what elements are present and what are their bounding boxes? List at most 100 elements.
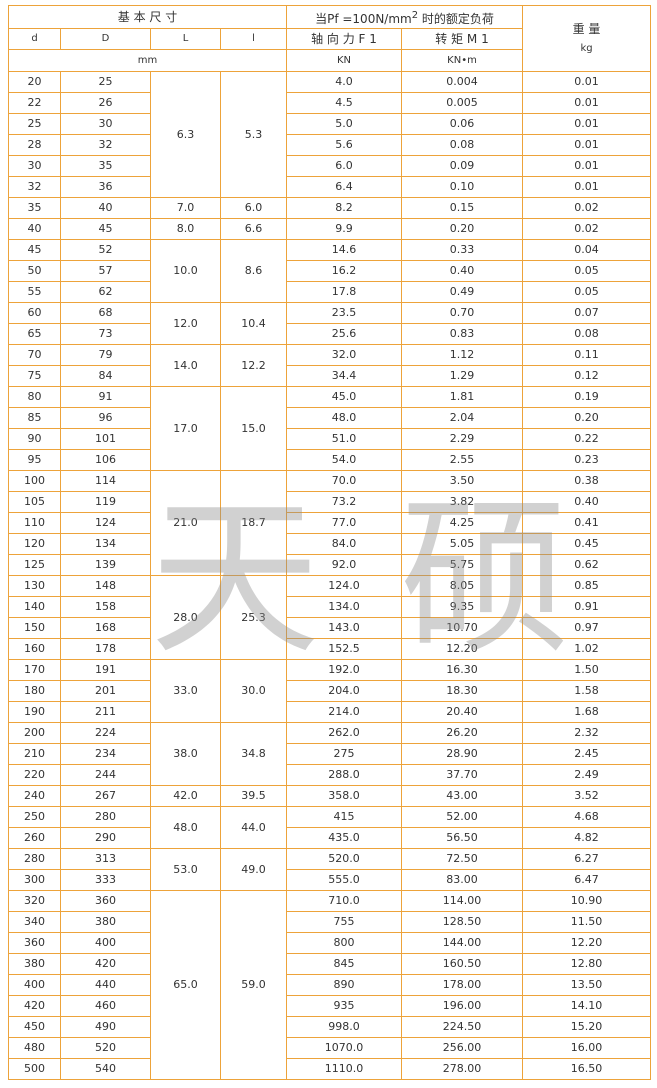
- weight: 0.01: [522, 113, 652, 135]
- big-d: 360: [60, 890, 151, 912]
- weight: 10.90: [522, 890, 652, 912]
- weight: 0.05: [522, 260, 652, 282]
- torque: 9.35: [401, 596, 524, 618]
- force: 8.2: [286, 197, 403, 219]
- big-d: 106: [60, 449, 151, 471]
- force: 4.5: [286, 92, 403, 114]
- col-header: 转 矩 M 1: [401, 28, 524, 50]
- torque: 52.00: [401, 806, 524, 828]
- weight: 0.02: [522, 197, 652, 219]
- torque: 26.20: [401, 722, 524, 744]
- d: 160: [8, 638, 61, 660]
- weight: 12.80: [522, 953, 652, 975]
- d: 420: [8, 995, 61, 1017]
- weight: 0.20: [522, 407, 652, 429]
- weight: 0.85: [522, 575, 652, 597]
- force-unit: KN: [286, 49, 403, 72]
- length-l-big: 21.0: [150, 470, 221, 576]
- weight: 4.68: [522, 806, 652, 828]
- table-row: 200 224 38.0 34.8 262.0 26.20 2.32: [8, 722, 652, 786]
- weight: 0.19: [522, 386, 652, 408]
- weight: 2.49: [522, 764, 652, 786]
- big-d: 84: [60, 365, 151, 387]
- torque: 0.004: [401, 71, 524, 93]
- big-d: 520: [60, 1037, 151, 1059]
- big-d: 91: [60, 386, 151, 408]
- weight: 0.11: [522, 344, 652, 366]
- weight: 1.02: [522, 638, 652, 660]
- force: 48.0: [286, 407, 403, 429]
- d: 360: [8, 932, 61, 954]
- force: 415: [286, 806, 403, 828]
- big-d: 73: [60, 323, 151, 345]
- force: 25.6: [286, 323, 403, 345]
- d: 30: [8, 155, 61, 177]
- big-d: 440: [60, 974, 151, 996]
- weight: 0.01: [522, 134, 652, 156]
- table-row: 120 134 84.0 5.05 0.45: [8, 533, 652, 555]
- col-header: L: [150, 28, 221, 50]
- torque: 3.82: [401, 491, 524, 513]
- weight: 0.97: [522, 617, 652, 639]
- size-unit: mm: [7, 49, 288, 72]
- big-d: 540: [60, 1058, 151, 1080]
- d: 200: [8, 722, 61, 744]
- table-row: 300 333 555.0 83.00 6.47: [8, 869, 652, 891]
- length-l-big: 38.0: [150, 722, 221, 786]
- big-d: 168: [60, 617, 151, 639]
- big-d: 26: [60, 92, 151, 114]
- force: 23.5: [286, 302, 403, 324]
- table-row: 450 490 998.0 224.50 15.20: [8, 1016, 652, 1038]
- weight: 0.38: [522, 470, 652, 492]
- length-l: 5.3: [219, 71, 288, 198]
- force: 17.8: [286, 281, 403, 303]
- table-row: 90 101 51.0 2.29 0.22: [8, 428, 652, 450]
- d: 500: [8, 1058, 61, 1080]
- torque: 0.10: [401, 176, 524, 198]
- big-d: 178: [60, 638, 151, 660]
- torque: 5.75: [401, 554, 524, 576]
- table-row: 220 244 288.0 37.70 2.49: [8, 764, 652, 786]
- big-d: 57: [60, 260, 151, 282]
- d: 70: [8, 344, 61, 366]
- table-row: 500 540 1110.0 278.00 16.50: [8, 1058, 652, 1080]
- length-l-big: 6.3: [150, 71, 221, 198]
- col-header: l: [219, 28, 288, 50]
- big-d: 119: [60, 491, 151, 513]
- force: 998.0: [286, 1016, 403, 1038]
- big-d: 460: [60, 995, 151, 1017]
- table-row: 28 32 5.6 0.08 0.01: [8, 134, 652, 156]
- col-header: d: [8, 28, 61, 50]
- col-header: 轴 向 力 F 1: [286, 28, 403, 50]
- force: 845: [286, 953, 403, 975]
- d: 65: [8, 323, 61, 345]
- d: 95: [8, 449, 61, 471]
- table-row: 340 380 755 128.50 11.50: [8, 911, 652, 933]
- d: 45: [8, 239, 61, 261]
- big-d: 148: [60, 575, 151, 597]
- length-l: 49.0: [219, 848, 288, 891]
- torque: 12.20: [401, 638, 524, 660]
- force: 152.5: [286, 638, 403, 660]
- weight: 2.45: [522, 743, 652, 765]
- length-l-big: 28.0: [150, 575, 221, 660]
- torque: 37.70: [401, 764, 524, 786]
- d: 130: [8, 575, 61, 597]
- big-d: 234: [60, 743, 151, 765]
- force: 6.0: [286, 155, 403, 177]
- table-row: 150 168 143.0 10.70 0.97: [8, 617, 652, 639]
- torque: 3.50: [401, 470, 524, 492]
- length-l-big: 12.0: [150, 302, 221, 345]
- big-d: 400: [60, 932, 151, 954]
- d: 28: [8, 134, 61, 156]
- force: 1110.0: [286, 1058, 403, 1080]
- table-row: 160 178 152.5 12.20 1.02: [8, 638, 652, 660]
- torque: 0.08: [401, 134, 524, 156]
- d: 480: [8, 1037, 61, 1059]
- force: 6.4: [286, 176, 403, 198]
- force: 262.0: [286, 722, 403, 744]
- weight: 14.10: [522, 995, 652, 1017]
- d: 140: [8, 596, 61, 618]
- big-d: 68: [60, 302, 151, 324]
- length-l: 25.3: [219, 575, 288, 660]
